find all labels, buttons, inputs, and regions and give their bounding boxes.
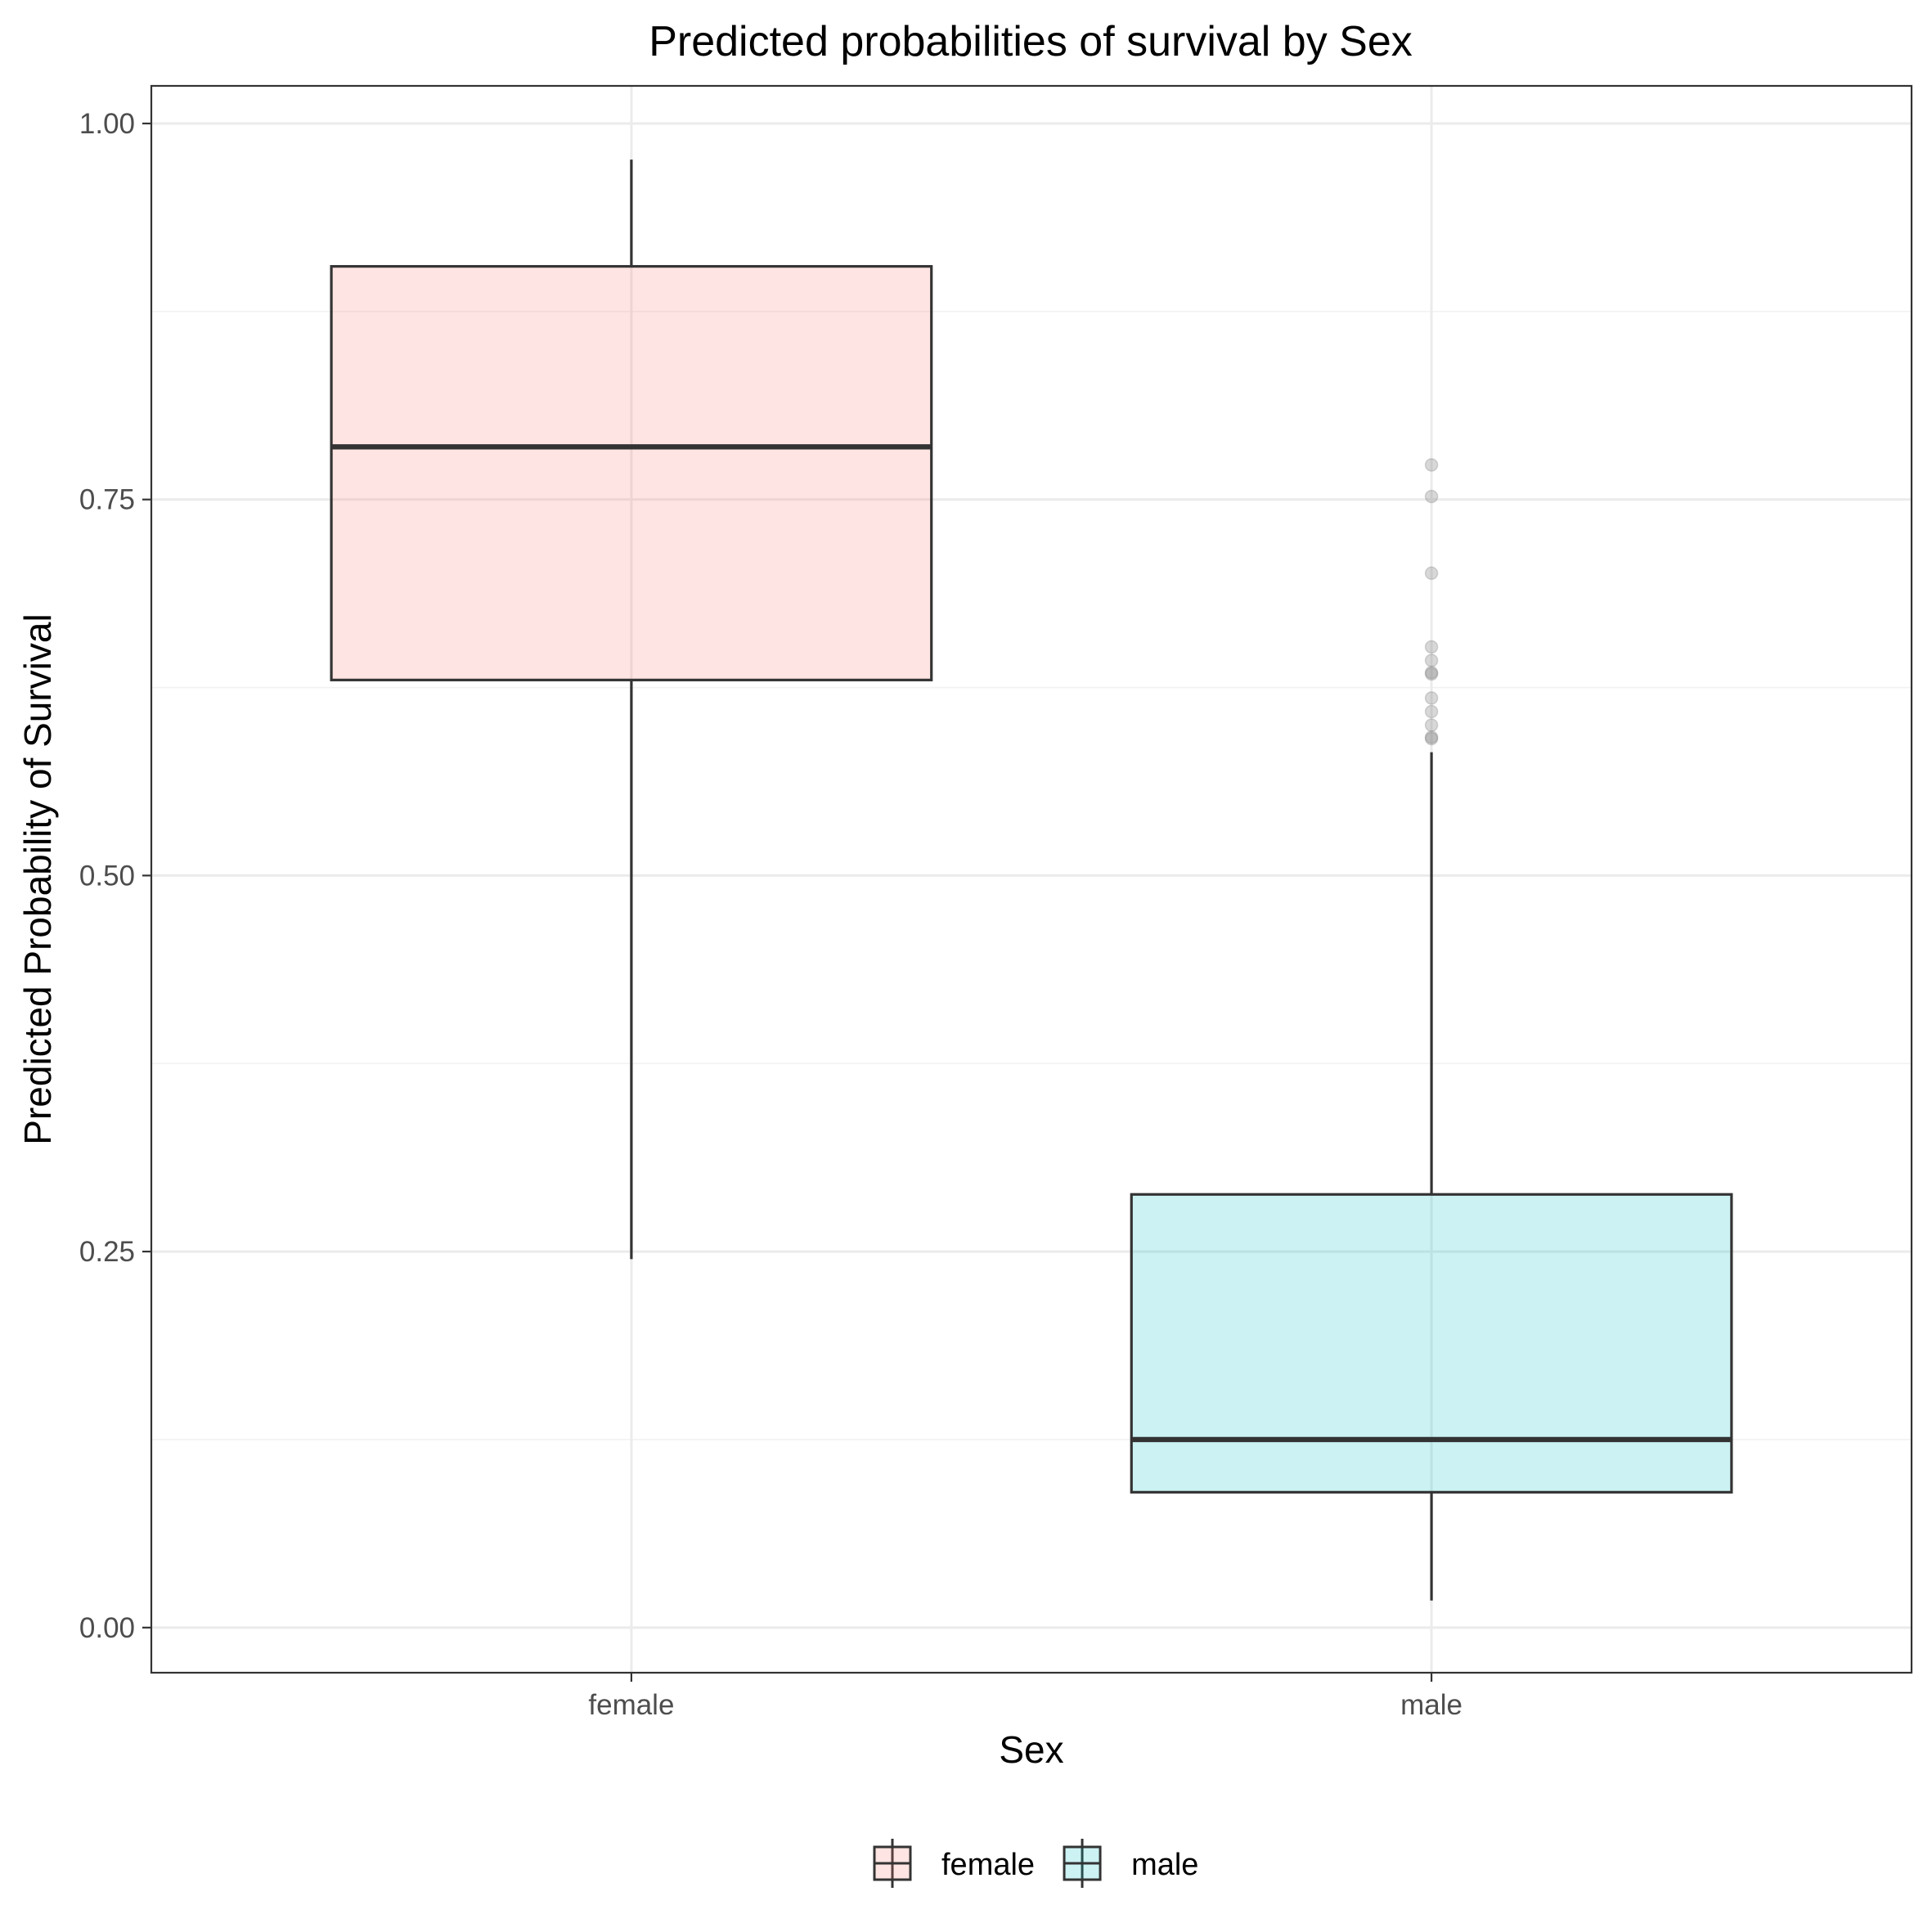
legend-label-female: female — [941, 1848, 1035, 1882]
y-axis-title: Predicted Probability of Survival — [16, 613, 59, 1144]
axes: 0.00 0.25 0.50 0.75 1.00 female male — [79, 108, 1462, 1721]
outlier-point-male — [1424, 665, 1439, 680]
outlier-point-male — [1424, 458, 1439, 472]
chart-title: Predicted probabilities of survival by S… — [649, 18, 1413, 65]
outlier-point-male — [1424, 667, 1439, 681]
y-tick-label: 0.25 — [79, 1236, 135, 1268]
y-tick-label: 1.00 — [79, 108, 135, 140]
legend-label-male: male — [1131, 1848, 1198, 1882]
outlier-point-male — [1424, 489, 1439, 504]
outlier-point-male — [1424, 704, 1439, 719]
outlier-point-male — [1424, 718, 1439, 732]
outlier-point-male — [1424, 640, 1439, 654]
x-tick-label: male — [1400, 1689, 1462, 1721]
x-axis-title: Sex — [999, 1728, 1063, 1771]
legend: female male — [873, 1839, 1198, 1888]
boxes — [330, 160, 1733, 1601]
outlier-point-male — [1424, 566, 1439, 581]
outlier-point-male — [1424, 731, 1439, 746]
box-male — [1130, 1193, 1733, 1494]
x-tick-label: female — [588, 1689, 674, 1721]
outlier-point-male — [1424, 691, 1439, 705]
y-tick-label: 0.50 — [79, 860, 135, 892]
box-female — [330, 265, 933, 681]
y-tick-label: 0.75 — [79, 484, 135, 516]
outlier-point-male — [1424, 730, 1439, 744]
outlier-point-male — [1424, 654, 1439, 667]
plot-panel-border — [150, 84, 1913, 1674]
gridlines — [151, 86, 1912, 1673]
y-tick-label: 0.00 — [79, 1612, 135, 1644]
